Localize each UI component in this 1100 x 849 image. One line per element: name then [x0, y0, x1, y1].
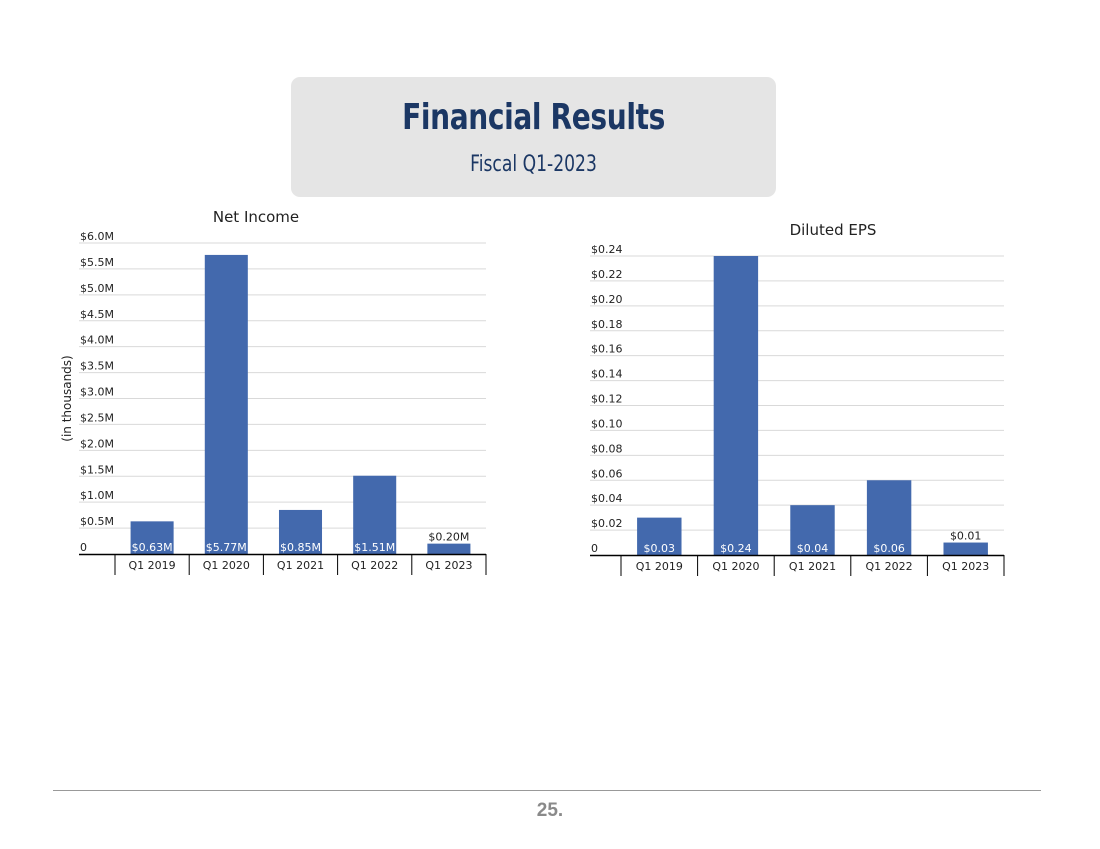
y-tick-label: $3.0M	[80, 386, 114, 399]
y-tick-label: $0.10	[591, 417, 623, 430]
y-tick-label: $3.5M	[80, 360, 114, 373]
y-tick-label: $1.5M	[80, 463, 114, 476]
y-tick-label: $4.5M	[80, 308, 114, 321]
x-tick-label: Q1 2023	[425, 559, 472, 572]
x-tick-label: Q1 2019	[129, 559, 176, 572]
y-tick-label: $0.12	[591, 393, 623, 406]
chart-title: Diluted EPS	[790, 221, 877, 239]
bar	[278, 509, 323, 554]
y-tick-label: $0.22	[591, 268, 623, 281]
data-label: $1.51M	[354, 541, 395, 554]
data-label: $0.01	[950, 530, 982, 543]
x-tick-label: Q1 2022	[351, 559, 398, 572]
data-label: $0.24	[720, 542, 752, 555]
y-tick-label: 0	[591, 542, 598, 555]
data-label: $0.06	[873, 542, 905, 555]
y-tick-label: $4.0M	[80, 334, 114, 347]
x-tick-label: Q1 2021	[789, 560, 836, 573]
y-tick-label: $0.16	[591, 343, 623, 356]
bar	[637, 517, 682, 555]
y-tick-label: $6.0M	[80, 230, 114, 243]
data-label: $0.03	[644, 542, 676, 555]
x-tick-label: Q1 2020	[712, 560, 759, 573]
data-label: $0.85M	[280, 541, 321, 554]
bar	[866, 480, 912, 555]
y-tick-label: 0	[80, 541, 87, 554]
x-tick-label: Q1 2019	[636, 560, 683, 573]
x-tick-label: Q1 2020	[203, 559, 250, 572]
bar	[713, 256, 759, 555]
y-tick-label: $2.5M	[80, 411, 114, 424]
x-tick-label: Q1 2021	[277, 559, 324, 572]
y-tick-label: $0.18	[591, 318, 623, 331]
bar	[204, 254, 248, 554]
data-label: $0.20M	[428, 531, 469, 544]
y-tick-label: $0.5M	[80, 515, 114, 528]
y-tick-label: $5.5M	[80, 256, 114, 269]
bar	[790, 505, 835, 555]
y-tick-label: $2.0M	[80, 437, 114, 450]
x-tick-label: Q1 2022	[866, 560, 913, 573]
page-number: 25.	[536, 800, 564, 821]
y-tick-label: $1.0M	[80, 489, 114, 502]
data-label: $5.77M	[206, 541, 247, 554]
bar	[353, 475, 397, 554]
y-tick-label: $0.06	[591, 467, 623, 480]
page-title: Financial Results	[402, 97, 665, 138]
y-tick-label: $0.02	[591, 517, 623, 530]
chart-title: Net Income	[213, 208, 299, 226]
bar	[943, 542, 988, 555]
title-box: Financial Results Fiscal Q1-2023	[291, 77, 776, 197]
y-tick-label: $0.14	[591, 368, 623, 381]
y-tick-label: $0.04	[591, 492, 623, 505]
data-label: $0.04	[797, 542, 829, 555]
y-tick-label: $0.20	[591, 293, 623, 306]
x-tick-label: Q1 2023	[942, 560, 989, 573]
bar	[427, 543, 471, 554]
bar	[130, 521, 174, 554]
y-axis-label: (in thousands)	[60, 355, 74, 441]
data-label: $0.63M	[132, 541, 173, 554]
page-subtitle: Fiscal Q1-2023	[470, 152, 597, 177]
y-tick-label: $0.08	[591, 442, 623, 455]
y-tick-label: $0.24	[591, 243, 623, 256]
footer-divider	[53, 790, 1041, 791]
y-tick-label: $5.0M	[80, 282, 114, 295]
